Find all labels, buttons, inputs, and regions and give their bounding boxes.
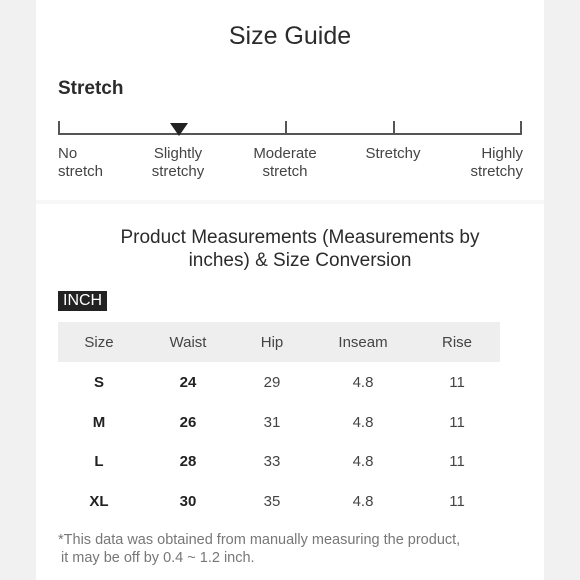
- unit-badge: INCH: [58, 291, 108, 311]
- table-cell-size: S: [93, 374, 105, 391]
- stretch-tick: [285, 121, 287, 134]
- page-title: Size Guide: [228, 22, 352, 50]
- column-header-rise: Rise: [441, 334, 473, 351]
- table-cell-waist: 24: [179, 374, 197, 391]
- table-cell-size: L: [94, 453, 104, 470]
- stretch-level-moderate-stretch: Moderate stretch: [253, 145, 317, 180]
- table-header: [58, 322, 500, 362]
- stretch-level-no-stretch: No stretch: [58, 145, 104, 180]
- stretch-scale-line: [58, 133, 522, 135]
- table-cell-rise: 11: [449, 493, 465, 510]
- stretch-level-highly-stretchy: Highly stretchy: [470, 145, 523, 180]
- table-cell-hip: 31: [263, 414, 281, 431]
- size-guide-card: [36, 0, 544, 580]
- table-cell-inseam: 4.8: [352, 374, 374, 391]
- stretch-level-slightly-stretchy: Slightly stretchy: [151, 145, 205, 180]
- table-cell-waist: 26: [179, 414, 197, 431]
- table-cell-inseam: 4.8: [352, 414, 374, 431]
- measurement-disclaimer: *This data was obtained from manually me…: [58, 532, 461, 566]
- column-header-hip: Hip: [260, 334, 284, 351]
- stretch-selected-marker: [170, 123, 188, 136]
- column-header-size: Size: [84, 334, 114, 351]
- table-cell-hip: 29: [263, 374, 281, 391]
- table-cell-waist: 30: [179, 493, 197, 510]
- table-cell-rise: 11: [449, 414, 465, 431]
- column-header-inseam: Inseam: [338, 334, 388, 351]
- stretch-tick: [520, 121, 522, 134]
- table-cell-hip: 33: [263, 453, 281, 470]
- table-cell-size: XL: [89, 493, 109, 510]
- table-cell-size: M: [92, 414, 106, 431]
- table-cell-rise: 11: [449, 453, 465, 470]
- table-cell-inseam: 4.8: [352, 453, 374, 470]
- stretch-level-stretchy: Stretchy: [365, 145, 421, 162]
- table-cell-waist: 28: [179, 453, 197, 470]
- column-header-waist: Waist: [169, 334, 207, 351]
- section-divider: [36, 200, 544, 204]
- stretch-heading: Stretch: [58, 78, 124, 99]
- stretch-tick: [393, 121, 395, 134]
- table-cell-rise: 11: [449, 374, 465, 391]
- table-cell-hip: 35: [263, 493, 281, 510]
- measurements-title: Product Measurements (Measurements by in…: [120, 227, 480, 271]
- table-cell-inseam: 4.8: [352, 493, 374, 510]
- stretch-tick: [58, 121, 60, 134]
